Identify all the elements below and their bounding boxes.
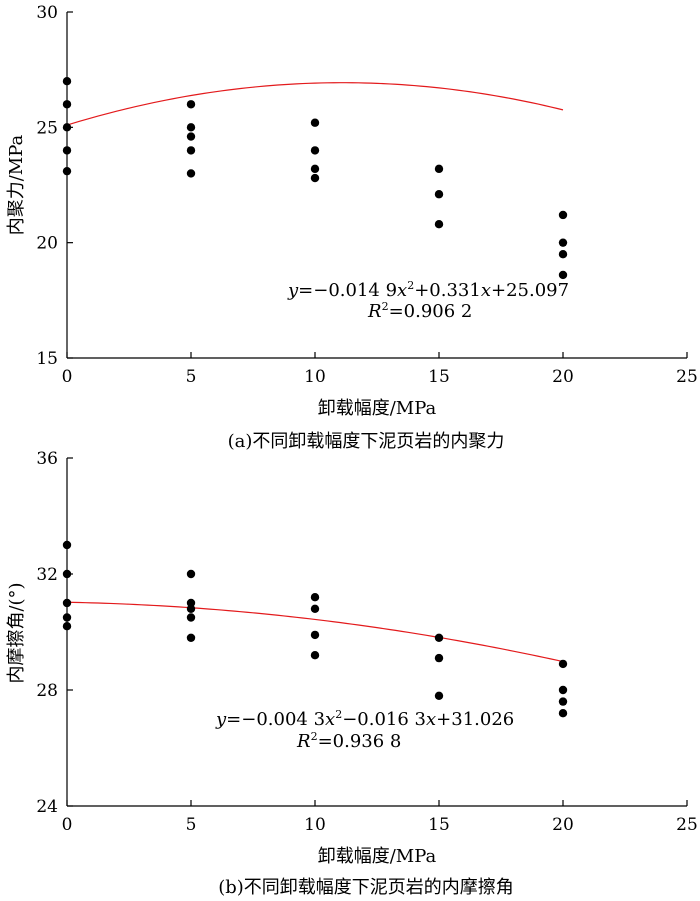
- panel-a-y-tick-labels: 15 20 25 30: [36, 3, 58, 369]
- panel-a-caption: (a)不同卸载幅度下泥页岩的内聚力: [228, 431, 505, 452]
- panel-b-data-point: [186, 633, 196, 642]
- panel-a-fit-equation: y=−0.014 9x2+0.331x+25.097: [287, 279, 569, 301]
- panel-b-x-tick-label: 10: [304, 815, 326, 835]
- panel-a-r-squared: R2=0.906 2: [367, 300, 472, 322]
- panel-b-y-tick-label: 32: [36, 565, 58, 585]
- panel-a-data-point: [186, 146, 196, 155]
- panel-a-data-point: [310, 173, 320, 183]
- panel-b-y-tick-label: 28: [36, 681, 58, 701]
- panel-a-data-point: [186, 132, 196, 141]
- panel-a-x-tick-label: 10: [304, 367, 326, 387]
- panel-a-data-point: [62, 166, 72, 176]
- panel-b-data-point: [558, 709, 568, 718]
- panel-b-axes: [66, 458, 687, 807]
- panel-a-data-point: [62, 100, 72, 109]
- panel-a-data-point: [186, 123, 196, 132]
- panel-a-y-tick-label: 30: [36, 3, 58, 23]
- panel-a-data-point: [434, 190, 444, 199]
- panel-b-data-point: [310, 651, 320, 660]
- panel-b-friction-angle-chart: 24 28 32 36 0 5 10 15 20 25 内摩擦角/(°) 卸载幅度/MPa (b…: [6, 449, 698, 898]
- panel-b-x-tick-labels: 0 5 10 15 20 25: [62, 815, 698, 835]
- panel-b-data-point: [310, 630, 320, 640]
- panel-a-axes: [66, 12, 687, 359]
- panel-b-data-point: [434, 691, 444, 700]
- panel-a-data-point: [558, 250, 568, 259]
- panel-b-data-point: [310, 604, 320, 613]
- panel-a-data-point: [310, 118, 320, 127]
- panel-a-x-tick-labels: 0 5 10 15 20 25: [62, 367, 698, 387]
- panel-b-data-point: [558, 685, 568, 695]
- panel-b-data-points: [62, 540, 568, 718]
- panel-a-data-point: [558, 238, 568, 247]
- panel-a-data-point: [62, 77, 72, 86]
- panel-a-data-point: [186, 169, 196, 178]
- panel-b-data-point: [62, 622, 72, 631]
- panel-b-tick-marks: [66, 457, 688, 807]
- panel-b-x-axis-label: 卸载幅度/MPa: [318, 846, 437, 867]
- panel-a-data-point: [558, 270, 568, 280]
- panel-b-y-axis-label: 内摩擦角/(°): [6, 582, 27, 683]
- panel-a-x-tick-label: 0: [62, 367, 73, 387]
- panel-a-y-tick-label: 20: [36, 234, 58, 254]
- panel-b-data-point: [186, 604, 196, 613]
- panel-b-data-point: [186, 598, 196, 608]
- panel-b-data-point: [186, 613, 196, 622]
- panel-a-x-tick-label: 25: [676, 367, 698, 387]
- panel-b-r-squared: R2=0.936 8: [296, 730, 401, 752]
- panel-b-y-tick-label: 36: [36, 449, 58, 469]
- panel-a-data-point: [310, 164, 320, 174]
- panel-b-data-point: [62, 613, 72, 622]
- panel-a-y-tick-label: 25: [36, 118, 58, 138]
- panel-a-data-point: [62, 123, 72, 132]
- panel-b-x-tick-label: 0: [62, 815, 73, 835]
- panel-a-data-point: [434, 220, 444, 229]
- panel-a-y-axis-label: 内聚力/MPa: [6, 134, 27, 235]
- panel-b-caption: (b)不同卸载幅度下泥页岩的内摩擦角: [218, 877, 514, 898]
- panel-b-data-point: [62, 569, 72, 579]
- panel-a-x-tick-label: 5: [186, 367, 197, 387]
- panel-b-data-point: [434, 633, 444, 642]
- panel-b-data-point: [558, 697, 568, 706]
- panel-b-fit-curve: [66, 601, 564, 663]
- panel-b-x-tick-label: 20: [552, 815, 574, 835]
- panel-a-fit-curve: [66, 82, 564, 126]
- panel-b-data-point: [62, 598, 72, 608]
- panel-b-data-point: [310, 593, 320, 602]
- panel-b-x-tick-label: 5: [186, 815, 197, 835]
- panel-a-data-point: [558, 210, 568, 220]
- panel-b-fit-equation: y=−0.004 3x2−0.016 3x+31.026: [215, 708, 514, 730]
- panel-a-data-point: [62, 146, 72, 155]
- panel-a-cohesion-chart: 15 20 25 30 0 5 10 15 20 25 内聚力/MPa 卸载幅度/MPa (a)…: [6, 3, 698, 452]
- panel-a-x-tick-label: 20: [552, 367, 574, 387]
- panel-b-data-point: [62, 540, 72, 550]
- panel-b-y-tick-label: 24: [36, 797, 58, 817]
- panel-a-data-point: [186, 100, 196, 109]
- panel-b-x-tick-label: 25: [676, 815, 698, 835]
- panel-a-data-point: [310, 146, 320, 155]
- panel-b-data-point: [186, 569, 196, 579]
- panel-b-data-point: [434, 653, 444, 663]
- panel-a-data-point: [434, 164, 444, 174]
- panel-b-y-tick-labels: 24 28 32 36: [36, 449, 58, 817]
- panel-a-x-axis-label: 卸载幅度/MPa: [318, 398, 437, 419]
- panel-b-x-tick-label: 15: [428, 815, 450, 835]
- panel-a-data-points: [62, 77, 568, 280]
- panel-a-y-tick-label: 15: [36, 349, 58, 369]
- panel-a-x-tick-label: 15: [428, 367, 450, 387]
- panel-b-data-point: [558, 659, 568, 669]
